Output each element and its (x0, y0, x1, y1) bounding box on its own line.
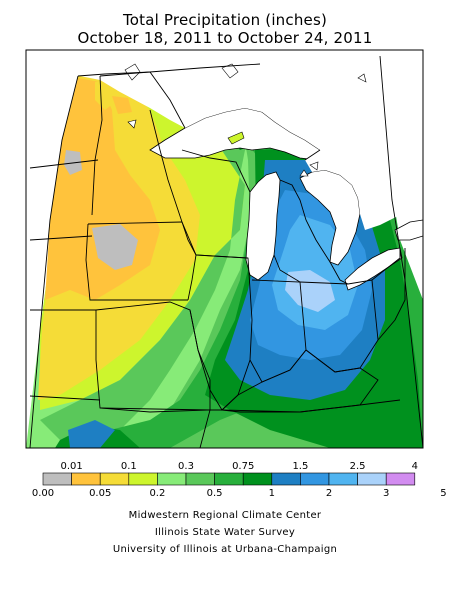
legend-swatch (128, 472, 158, 486)
map-title: Total Precipitation (inches) (122, 11, 328, 29)
map-projection-region (26, 50, 423, 448)
canada-region (78, 50, 423, 230)
lake-michigan (245, 171, 281, 281)
legend-swatch (157, 472, 187, 486)
lake-erie (344, 247, 403, 291)
precip-zero-patch (92, 224, 138, 270)
state-boundaries (29, 55, 423, 448)
legend-upper-label: 0.1 (121, 461, 137, 472)
legend-lower-label: 0.05 (89, 488, 111, 499)
legend-swatch (99, 472, 130, 486)
legend-lower-label: 2 (326, 488, 332, 499)
credit-mrcc: Midwestern Regional Climate Center (128, 510, 322, 521)
legend-lower-label: 0.2 (149, 488, 165, 499)
legend-upper-label: 0.01 (60, 461, 82, 472)
map-frame (25, 49, 424, 449)
map-date-range: October 18, 2011 to October 24, 2011 (77, 29, 373, 47)
legend-upper-label: 0.75 (232, 461, 254, 472)
legend-swatch (242, 472, 273, 486)
credit-uiuc: University of Illinois at Urbana-Champai… (112, 544, 338, 555)
legend-lower-label: 3 (383, 488, 389, 499)
legend-swatch (300, 472, 330, 486)
legend-swatch (71, 472, 101, 486)
legend-swatch (214, 472, 244, 486)
legend-lower-label: 1 (269, 488, 275, 499)
credit-isws: Illinois State Water Survey (154, 527, 296, 538)
legend-upper-label: 0.3 (178, 461, 194, 472)
legend-upper-label: 4 (412, 461, 418, 472)
legend-swatch (42, 472, 72, 486)
legend-upper-label: 2.5 (350, 461, 366, 472)
legend-lower-label: 5 (440, 488, 446, 499)
legend-swatch (357, 472, 387, 486)
legend-swatch (328, 472, 358, 486)
legend-upper-label: 1.5 (292, 461, 308, 472)
legend-lower-label: 0.00 (32, 488, 54, 499)
legend-lower-label: 0.5 (207, 488, 223, 499)
legend-swatch (185, 472, 215, 486)
legend-swatch (271, 472, 301, 486)
legend-swatch (385, 472, 416, 486)
